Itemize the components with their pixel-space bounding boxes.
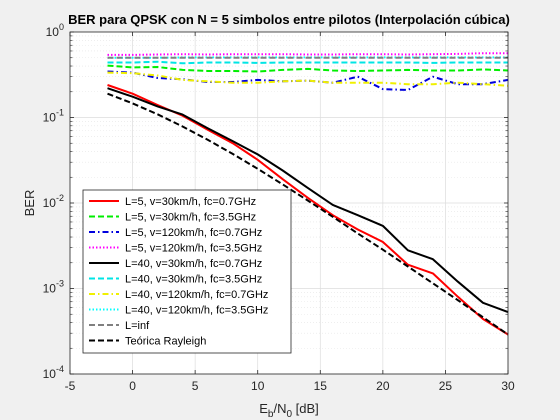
x-label-sub1: b (268, 409, 274, 420)
x-tick-label: 0 (129, 379, 136, 393)
legend-label-2: L=5, v=30km/h, fc=3.5GHz (125, 212, 256, 224)
series-line-2 (107, 64, 509, 73)
legend-label-7: L=40, v=120km/h, fc=0.7GHz (125, 289, 268, 301)
series-line-6 (107, 60, 508, 65)
y-tick-exponent: 0 (59, 22, 64, 32)
legend-label-4: L=5, v=120km/h, fc=3.5GHz (125, 243, 262, 255)
y-tick-exponent: -3 (56, 279, 64, 289)
y-tick-label: 10-3 (43, 279, 64, 296)
y-tick-label: 10-2 (43, 193, 64, 210)
legend-label-1: L=5, v=30km/h, fc=0.7GHz (125, 196, 256, 208)
y-tick-exponent: -4 (56, 364, 64, 374)
x-tick-label: 25 (439, 379, 453, 393)
series-line-5 (107, 87, 509, 314)
y-axis-label: BER (22, 190, 37, 217)
x-tick-label: 30 (501, 379, 515, 393)
x-tick-label: 5 (192, 379, 199, 393)
series-lines (107, 52, 509, 336)
y-tick-label: 10-1 (43, 108, 64, 125)
legend-label-8: L=40, v=120km/h, fc=3.5GHz (125, 305, 268, 317)
x-label-tail: [dB] (292, 401, 319, 416)
legend-label-10: Teórica Rayleigh (125, 336, 206, 348)
x-label-sub2: 0 (286, 409, 292, 420)
y-tick-base: 10 (43, 111, 57, 125)
y-tick-label: 100 (46, 22, 64, 39)
x-label-main: E (259, 401, 268, 416)
y-tick-base: 10 (43, 282, 57, 296)
x-tick-label: -5 (65, 379, 76, 393)
y-tick-base: 10 (43, 367, 57, 381)
x-tick-label: 10 (251, 379, 265, 393)
legend-label-6: L=40, v=30km/h, fc=3.5GHz (125, 274, 262, 286)
y-tick-label: 10-4 (43, 364, 64, 381)
x-tick-label: 15 (314, 379, 328, 393)
y-tick-exponent: -1 (56, 108, 64, 118)
x-label-mid: /N (273, 401, 286, 416)
y-tick-base: 10 (43, 196, 57, 210)
series-line-4 (107, 52, 508, 56)
chart-title: BER para QPSK con N = 5 simbolos entre p… (68, 12, 510, 27)
y-tick-base: 10 (46, 25, 60, 39)
x-axis-label: Eb/N0 [dB] (259, 401, 319, 420)
legend-label-9: L=inf (125, 320, 150, 332)
legend-label-3: L=5, v=120km/h, fc=0.7GHz (125, 227, 262, 239)
legend-label-5: L=40, v=30km/h, fc=0.7GHz (125, 258, 262, 270)
series-line-10 (107, 92, 509, 336)
series-line-3 (107, 70, 509, 91)
x-tick-label: 20 (376, 379, 390, 393)
y-tick-exponent: -2 (56, 193, 64, 203)
legend: L=5, v=30km/h, fc=0.7GHz L=5, v=30km/h, f… (82, 189, 292, 354)
